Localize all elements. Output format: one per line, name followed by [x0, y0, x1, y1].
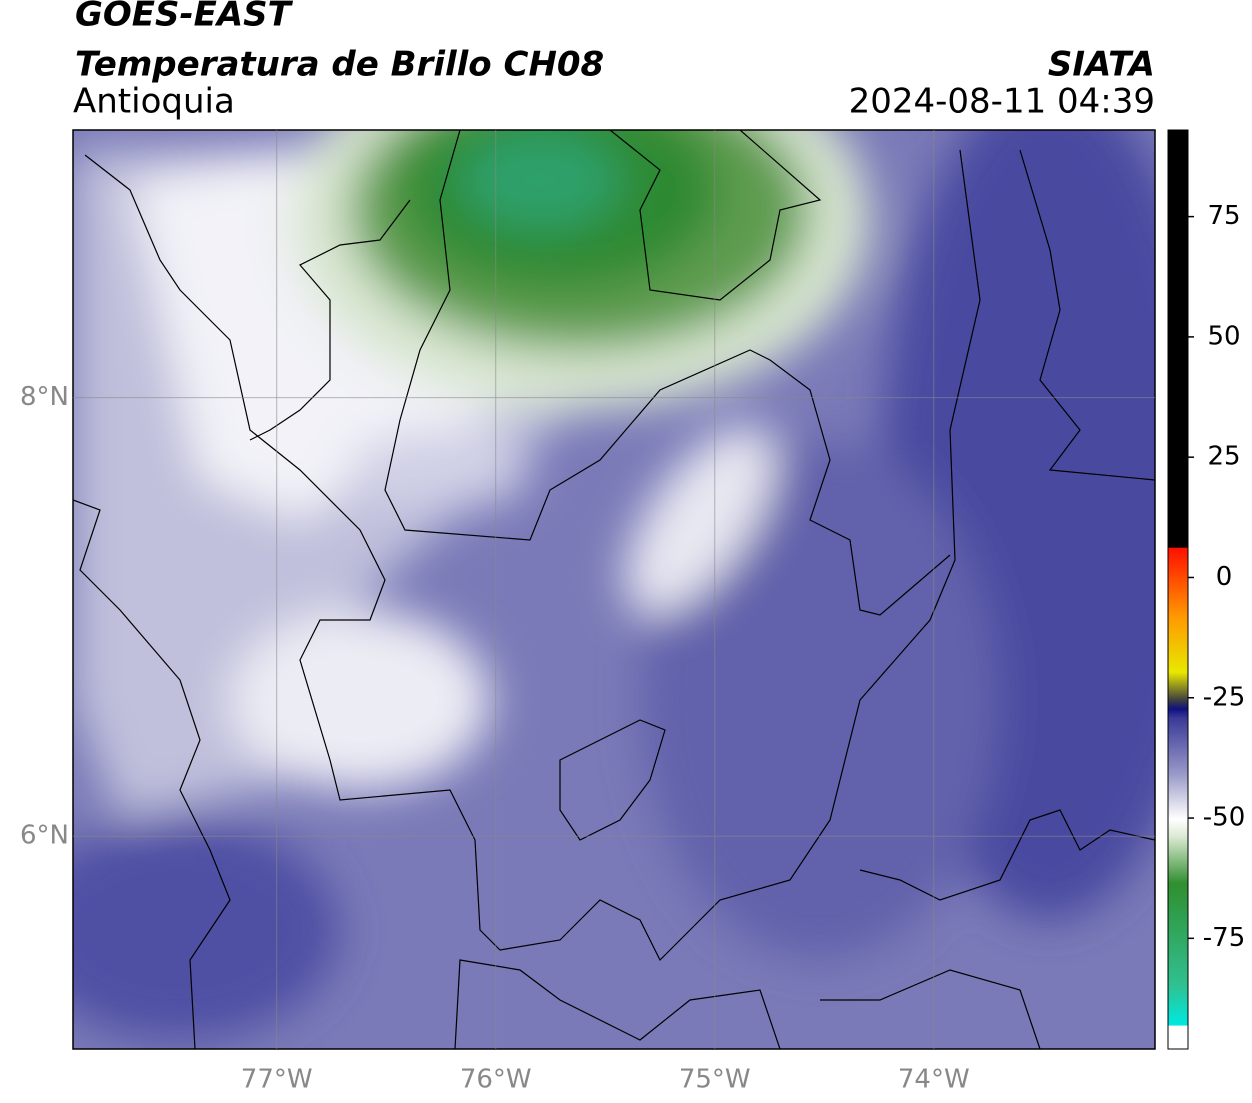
- x-tick-label: 74°W: [898, 1065, 970, 1095]
- x-tick-label: 76°W: [460, 1065, 532, 1095]
- colorbar-tick-label: 0: [1216, 562, 1233, 592]
- subtitle: Temperatura de Brillo CH08: [75, 45, 604, 85]
- source: SIATA: [1048, 45, 1155, 85]
- colorbar: [1167, 129, 1189, 1050]
- region: Antioquia: [73, 82, 235, 122]
- colorbar-tick-label: -50: [1203, 803, 1245, 833]
- y-tick-label: 8°N: [20, 382, 69, 412]
- title: GOES-EAST: [75, 0, 294, 35]
- datetime: 2024-08-11 04:39: [849, 82, 1155, 122]
- colorbar-tick-label: -75: [1203, 923, 1245, 953]
- colorbar-tick-label: 50: [1207, 321, 1240, 351]
- colorbar-tick-label: -25: [1203, 682, 1245, 712]
- colorbar-tick-label: 25: [1207, 442, 1240, 472]
- map-frame: [72, 129, 1156, 1050]
- map-field: [73, 130, 1155, 1049]
- x-tick-label: 75°W: [679, 1065, 751, 1095]
- x-tick-label: 77°W: [241, 1065, 313, 1095]
- y-tick-label: 6°N: [20, 821, 69, 851]
- colorbar-tick-label: 75: [1207, 201, 1240, 231]
